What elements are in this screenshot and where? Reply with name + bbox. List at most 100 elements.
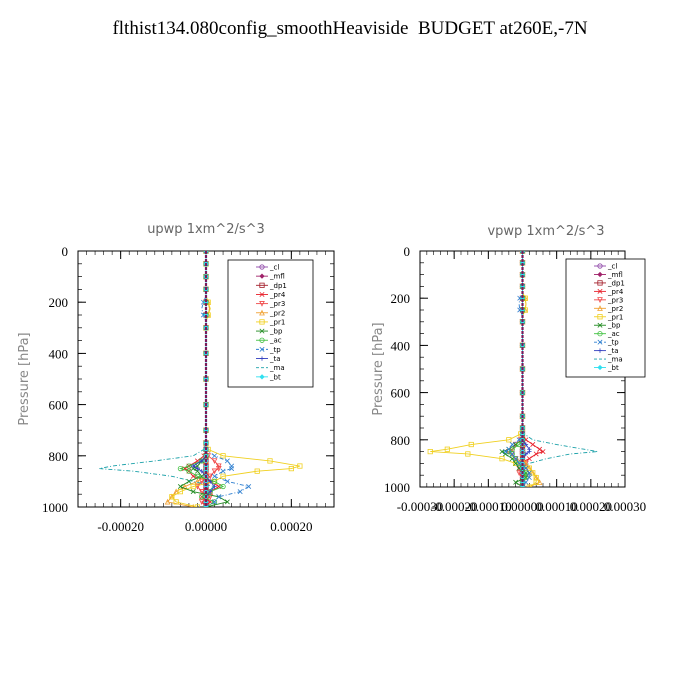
data-point: [597, 263, 603, 269]
data-point: [216, 494, 222, 500]
data-point: [212, 499, 218, 505]
y-tick-label: 200: [49, 295, 69, 310]
data-point: [597, 339, 603, 345]
data-point: [444, 446, 450, 452]
data-point: [212, 453, 218, 459]
legend-label: _pr1: [269, 318, 285, 326]
legend-label: _ta: [607, 347, 619, 355]
data-point: [509, 451, 515, 457]
y-tick-label: 1000: [384, 480, 410, 495]
legend-label: _pr3: [269, 300, 285, 308]
data-point: [259, 337, 265, 343]
data-point: [177, 465, 183, 472]
data-point: [502, 449, 508, 455]
x-tick-label: 0.00030: [604, 499, 646, 514]
data-point: [181, 483, 188, 490]
data-point: [177, 484, 183, 490]
data-point: [211, 458, 218, 465]
data-point: [513, 479, 519, 485]
data-point: [526, 470, 532, 476]
chart-panel-1: upwp 1xm^2/s^3 Pressure [hPa] 0 200 400 600 80…: [17, 222, 335, 534]
legend-label: _ma: [607, 356, 623, 364]
legend-box: [227, 259, 314, 388]
data-point: [506, 437, 512, 443]
data-point: [203, 251, 209, 254]
data-point: [509, 451, 515, 457]
data-point: [297, 463, 303, 469]
data-point: [597, 297, 603, 303]
legend-label: _pr2: [269, 309, 285, 317]
x-tick-label: -0.00020: [431, 499, 478, 514]
data-point: [259, 328, 265, 334]
legend-label: _mfl: [269, 273, 285, 281]
data-point: [537, 446, 543, 452]
data-point: [194, 483, 201, 490]
data-point: [224, 478, 230, 484]
data-point: [224, 499, 230, 505]
data-point: [220, 483, 226, 490]
data-point: [597, 280, 603, 286]
legend-label: _pr1: [607, 313, 623, 321]
data-point: [186, 478, 192, 484]
data-point: [506, 446, 512, 452]
legend-label: _pr3: [607, 296, 623, 304]
legend-label: _bp: [269, 328, 283, 336]
data-point: [208, 479, 213, 484]
y-tick-label: 200: [391, 291, 411, 306]
data-point: [468, 441, 474, 448]
legend-label: _mfl: [607, 271, 623, 279]
data-point: [523, 479, 529, 485]
data-point: [259, 264, 265, 270]
x-tick-label: 0.00000: [185, 519, 227, 534]
data-point: [597, 314, 603, 320]
x-tick-label: -0.00020: [97, 519, 144, 534]
legend-label: _ta: [269, 355, 281, 363]
data-point: [540, 449, 546, 455]
data-point: [229, 466, 235, 472]
legend-label: _tp: [269, 346, 281, 354]
x-tick-label: -0.00030: [397, 499, 444, 514]
data-point: [259, 356, 265, 361]
data-point: [195, 466, 200, 471]
data-point: [211, 468, 218, 475]
data-point: [526, 456, 532, 462]
y-tick-label: 0: [404, 244, 411, 259]
data-point: [220, 468, 226, 474]
legend-label: _ac: [607, 330, 620, 338]
data-point: [169, 494, 175, 500]
data-point: [523, 465, 529, 471]
data-point: [259, 346, 265, 352]
data-point: [211, 499, 218, 505]
y-tick-label: 600: [391, 386, 411, 401]
y-tick-label: 600: [49, 398, 69, 413]
y-axis-label: Pressure [hPa]: [371, 322, 386, 415]
legend-label: _bt: [269, 373, 281, 381]
legend-label: _ac: [269, 337, 282, 345]
data-point: [259, 291, 265, 297]
data-point: [186, 468, 192, 474]
data-point: [199, 468, 204, 474]
data-point: [207, 494, 214, 500]
data-point: [194, 473, 201, 479]
data-point: [190, 483, 196, 490]
y-axis-label: Pressure [hPa]: [17, 332, 32, 425]
data-point: [207, 473, 214, 480]
data-point: [516, 437, 522, 443]
legend-label: _bp: [607, 322, 621, 330]
data-point: [246, 484, 252, 490]
data-point: [597, 305, 603, 311]
data-point: [597, 348, 603, 353]
data-point: [190, 489, 196, 495]
data-point: [259, 319, 265, 325]
x-tick-label: 0.00000: [501, 499, 543, 514]
data-point: [499, 456, 505, 462]
data-point: [530, 470, 536, 476]
data-point: [427, 448, 433, 455]
legend-label: _bt: [607, 364, 619, 372]
data-point: [465, 451, 471, 457]
data-point: [259, 282, 265, 288]
plot-area: [99, 251, 303, 507]
data-point: [530, 442, 536, 448]
data-point: [527, 449, 532, 454]
data-point: [203, 504, 209, 507]
